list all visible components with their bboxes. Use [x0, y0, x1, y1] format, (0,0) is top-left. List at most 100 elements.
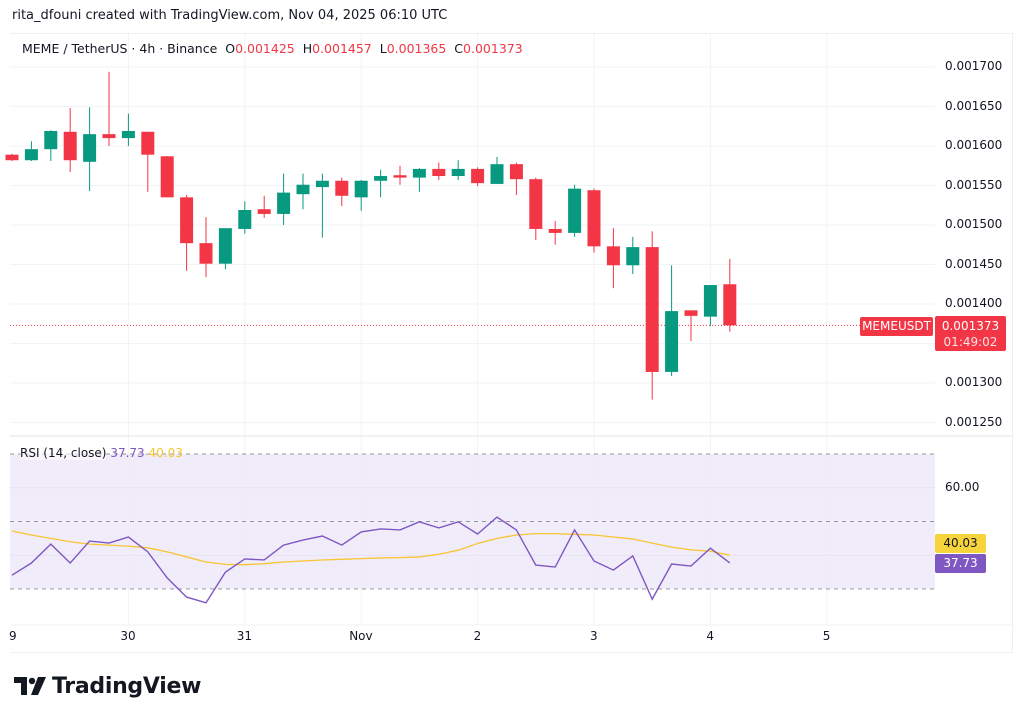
rsi-pane: [10, 453, 935, 604]
rsi-ma-line: [11, 530, 730, 566]
candle-body: [296, 184, 310, 195]
time-axis-label: 3: [590, 629, 598, 643]
candle-body: [703, 285, 717, 317]
candle: [44, 130, 58, 162]
symbol-info[interactable]: MEME / TetherUS · 4h · Binance: [22, 41, 218, 56]
candle: [548, 221, 562, 245]
candle: [529, 177, 543, 241]
candle-body: [5, 154, 19, 161]
candle-body: [141, 131, 155, 155]
high-label: H: [302, 41, 313, 56]
candle-body: [723, 284, 737, 326]
candle-body: [432, 168, 446, 177]
candle: [296, 173, 310, 210]
candle: [141, 131, 155, 192]
candle-body: [238, 209, 252, 229]
candle-body: [180, 197, 194, 244]
candle: [277, 173, 291, 226]
rsi-axis-tick: 60.00: [945, 480, 980, 494]
last-price-label: 0.001373 01:49:02: [935, 316, 1006, 351]
candles: [5, 71, 860, 400]
candle-body: [529, 179, 543, 229]
price-axis-label: 0.001450: [945, 256, 1003, 271]
symbol-legend: MEME / TetherUS · 4h · Binance O0.001425…: [22, 41, 523, 56]
candle: [432, 162, 446, 180]
candle-body: [606, 246, 620, 266]
candle-body: [160, 156, 174, 198]
candle: [665, 265, 679, 376]
candle: [509, 162, 523, 195]
candle: [335, 177, 349, 207]
candle: [160, 156, 174, 198]
candle: [626, 236, 640, 274]
candle: [412, 168, 426, 192]
candle: [121, 113, 135, 147]
close-value: 0.001373: [463, 41, 523, 56]
chart-credit: rita_dfouni created with TradingView.com…: [12, 8, 448, 23]
time-axis-label: Nov: [349, 629, 373, 643]
high-value: 0.001457: [312, 41, 372, 56]
candle: [587, 188, 601, 253]
tradingview-logo-icon: [14, 674, 46, 699]
candle-body: [44, 130, 58, 150]
candle: [83, 107, 97, 192]
tradingview-wordmark: TradingView: [52, 674, 202, 699]
candle-body: [257, 209, 271, 214]
candle: [257, 195, 271, 218]
chart-frame: [10, 33, 1013, 653]
rsi-value: 37.73: [110, 446, 145, 460]
candle: [606, 228, 620, 289]
rsi-tag: 37.73: [935, 554, 986, 573]
candle-body: [412, 168, 426, 178]
candle-body: [665, 311, 679, 372]
low-value: 0.001365: [386, 41, 447, 56]
candle: [102, 71, 116, 147]
symbol-price-tag: MEMEUSDT: [860, 317, 933, 336]
candle: [490, 157, 504, 184]
candle: [199, 217, 213, 278]
candle-body: [199, 243, 213, 264]
time-axis-label: 9: [9, 629, 17, 643]
candle-body: [509, 164, 523, 180]
candle: [471, 167, 485, 187]
candle-body: [277, 192, 291, 214]
candle: [393, 165, 407, 185]
candle-body: [24, 149, 38, 161]
close-label: C: [454, 41, 464, 56]
candle-body: [471, 168, 485, 184]
rsi-ma-tag: 40.03: [935, 534, 986, 553]
price-axis-label: 0.001650: [945, 98, 1003, 113]
candle: [684, 310, 698, 342]
time-axis-label: 31: [236, 629, 253, 643]
candle-body: [393, 175, 407, 178]
candle-body: [335, 180, 349, 196]
candle: [315, 173, 329, 238]
bar-countdown: 01:49:02: [943, 335, 998, 349]
rsi-ma-value: 40.03: [148, 446, 183, 460]
rsi-legend: RSI (14, close) 37.73 40.03: [20, 446, 183, 460]
price-axis-label: 0.001550: [945, 177, 1003, 192]
price-axis-label: 0.001500: [945, 217, 1003, 231]
open-label: O: [225, 41, 236, 56]
candle-body: [315, 180, 329, 188]
price-axis-label: 0.001300: [945, 375, 1003, 389]
candle-body: [218, 228, 232, 264]
candle-body: [102, 134, 116, 139]
candle: [723, 258, 737, 332]
candle-body: [645, 247, 659, 372]
candle: [238, 201, 252, 234]
candle: [374, 169, 388, 198]
candle: [354, 179, 368, 211]
rsi-title[interactable]: RSI (14, close): [20, 446, 107, 460]
candle-body: [83, 134, 97, 162]
candle: [180, 194, 194, 271]
tradingview-logo[interactable]: TradingView: [14, 674, 201, 699]
time-axis-label: 30: [120, 629, 136, 643]
last-price: 0.001373: [941, 319, 1000, 333]
candle: [63, 108, 77, 173]
candle: [218, 228, 232, 270]
candle-body: [63, 131, 77, 161]
candle: [568, 184, 582, 237]
candle-body: [490, 164, 504, 184]
